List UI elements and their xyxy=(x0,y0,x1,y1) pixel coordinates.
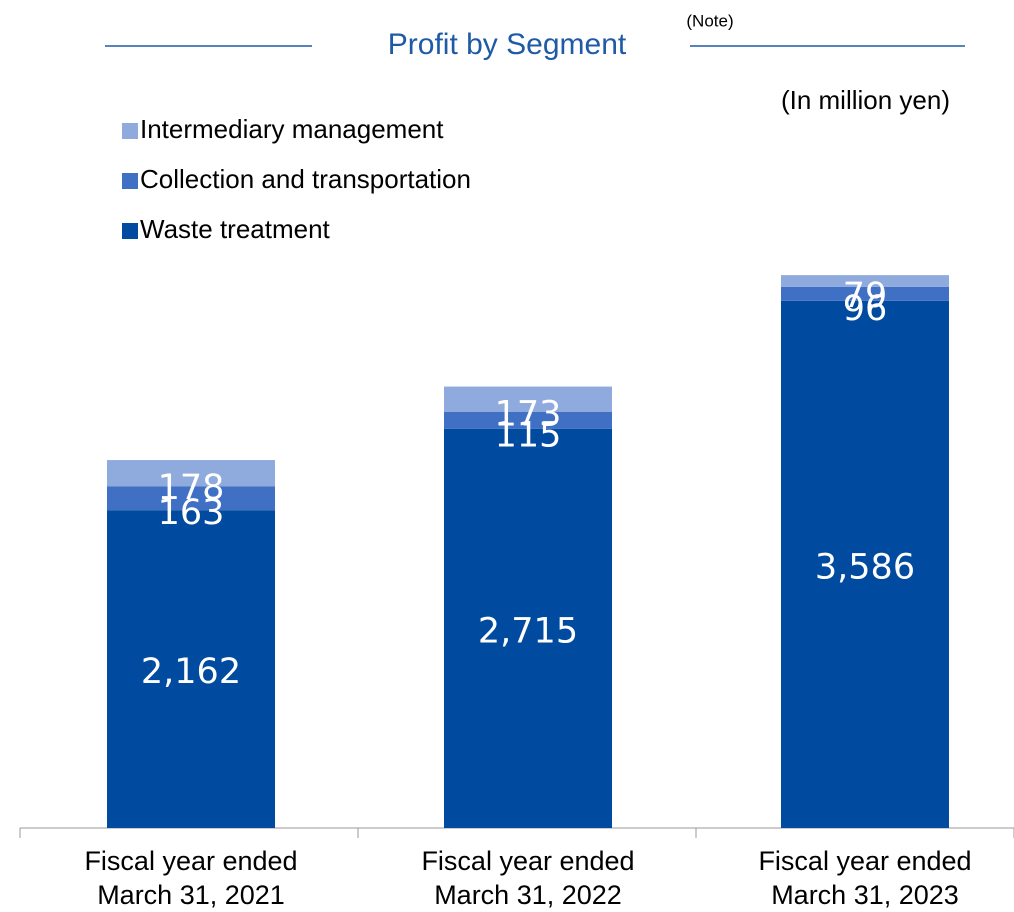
legend-label: Collection and transportation xyxy=(140,164,471,194)
data-label: 115 xyxy=(495,415,562,455)
bar-segment xyxy=(444,411,612,429)
legend-swatch xyxy=(122,123,138,139)
bar-segment xyxy=(107,486,275,511)
bar-segment xyxy=(444,428,612,828)
x-tick-label: Fiscal year ended March 31, 2023 xyxy=(758,846,972,910)
legend-swatch xyxy=(122,173,138,189)
bar-segment xyxy=(444,386,612,412)
bar-segment xyxy=(781,300,949,828)
data-label: 178 xyxy=(158,468,225,508)
bar-segment xyxy=(107,510,275,828)
bar-segment xyxy=(781,286,949,301)
bar-segment xyxy=(107,460,275,487)
legend-label: Intermediary management xyxy=(140,114,444,144)
data-label: 173 xyxy=(495,394,562,434)
unit-label: (In million yen) xyxy=(781,85,950,115)
legend-swatch xyxy=(122,223,138,239)
legend-label: Waste treatment xyxy=(140,214,331,244)
data-label: 96 xyxy=(843,289,888,329)
x-tick-label: Fiscal year ended March 31, 2021 xyxy=(84,846,298,910)
data-label: 2,715 xyxy=(478,611,578,651)
data-label: 79 xyxy=(843,276,888,316)
title-note: (Note) xyxy=(686,11,733,30)
data-label: 2,162 xyxy=(141,652,241,692)
x-tick-label: Fiscal year ended March 31, 2022 xyxy=(421,846,635,910)
data-label: 3,586 xyxy=(815,547,915,587)
data-label: 163 xyxy=(158,493,225,533)
bar-segment xyxy=(781,275,949,287)
chart-title: Profit by Segment xyxy=(388,28,627,61)
